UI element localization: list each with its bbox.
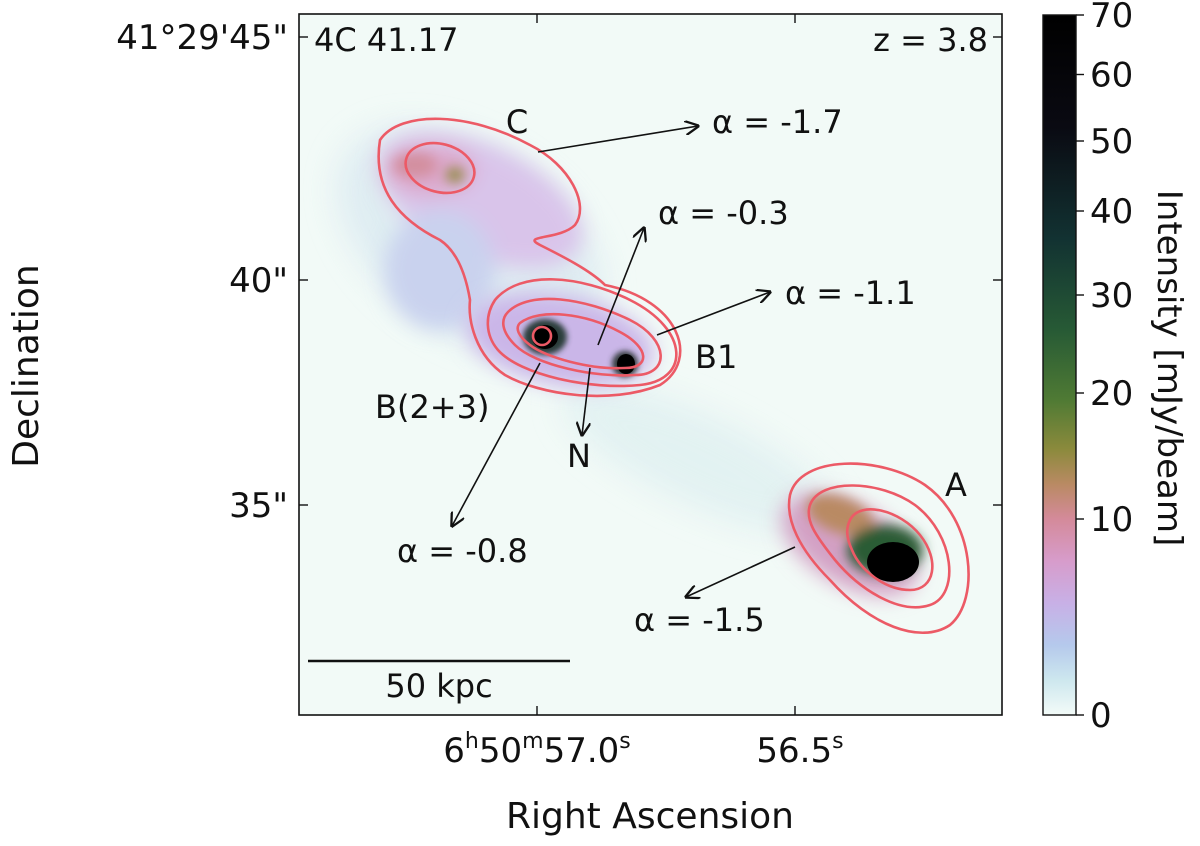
colorbar-tick-label: 20 bbox=[1090, 374, 1133, 414]
contour-c-inner bbox=[404, 141, 476, 195]
colorbar: 0 10 20 30 40 50 60 70 Intensity [mJy/beam] bbox=[1042, 0, 1189, 736]
y-axis-label: Declination bbox=[6, 264, 47, 468]
heatmap-image bbox=[299, 14, 1002, 715]
colorbar-tick-label: 0 bbox=[1090, 696, 1112, 736]
source-name-label: 4C 41.17 bbox=[314, 21, 458, 59]
scale-bar-label: 50 kpc bbox=[385, 667, 492, 705]
contour-a-3 bbox=[845, 508, 934, 592]
arrow-n-up bbox=[597, 228, 644, 346]
redshift-label: z = 3.8 bbox=[873, 21, 988, 59]
component-label-b23: B(2+3) bbox=[375, 388, 489, 426]
ytick-label-40: 40" bbox=[229, 261, 288, 301]
colorbar-tick-label: 30 bbox=[1090, 276, 1133, 316]
tick-marks bbox=[299, 14, 1002, 715]
contour-a-1 bbox=[787, 462, 970, 634]
contour-b-core bbox=[531, 325, 553, 347]
colorbar-tick-label: 50 bbox=[1090, 122, 1133, 162]
colorbar-gradient bbox=[1042, 14, 1077, 716]
contour-b-4 bbox=[516, 312, 645, 370]
colorbar-label: Intensity [mJy/beam] bbox=[1149, 190, 1189, 547]
component-label-b1: B1 bbox=[695, 338, 737, 376]
arrow-a bbox=[686, 546, 796, 597]
arrow-c bbox=[537, 126, 698, 153]
alpha-label-b1: α = -1.1 bbox=[785, 274, 916, 312]
ytick-label-45: 41°29'45" bbox=[116, 18, 288, 58]
arrow-b23 bbox=[452, 362, 541, 526]
plot-frame bbox=[298, 13, 1003, 716]
alpha-label-c: α = -1.7 bbox=[712, 103, 843, 141]
colorbar-tick-label: 40 bbox=[1090, 192, 1133, 232]
xtick-label-57: 6h50m57.0s bbox=[443, 729, 630, 771]
colorbar-ticks: 0 10 20 30 40 50 60 70 bbox=[1076, 0, 1133, 736]
alpha-label-b23: α = -0.8 bbox=[397, 532, 528, 570]
ytick-label-35: 35" bbox=[229, 486, 288, 526]
x-axis-label: Right Ascension bbox=[506, 796, 794, 837]
alpha-label-n: α = -0.3 bbox=[658, 194, 789, 232]
xtick-label-56-5: 56.5s bbox=[756, 729, 843, 771]
colorbar-tick-label: 10 bbox=[1090, 500, 1133, 540]
colorbar-tick-label: 60 bbox=[1090, 56, 1133, 96]
component-label-n: N bbox=[567, 437, 591, 475]
annotation-arrows bbox=[452, 126, 796, 597]
colorbar-tick-label: 70 bbox=[1090, 0, 1133, 36]
contour-b-3 bbox=[501, 297, 662, 377]
component-label-c: C bbox=[506, 103, 528, 141]
contours bbox=[377, 117, 970, 634]
arrow-n-down bbox=[582, 367, 591, 435]
arrow-b1 bbox=[656, 292, 770, 336]
contour-a-2 bbox=[807, 484, 951, 609]
contour-b-2 bbox=[486, 278, 678, 388]
alpha-label-a: α = -1.5 bbox=[634, 601, 765, 639]
contour-c-outer bbox=[377, 117, 682, 398]
component-label-a: A bbox=[945, 466, 967, 504]
